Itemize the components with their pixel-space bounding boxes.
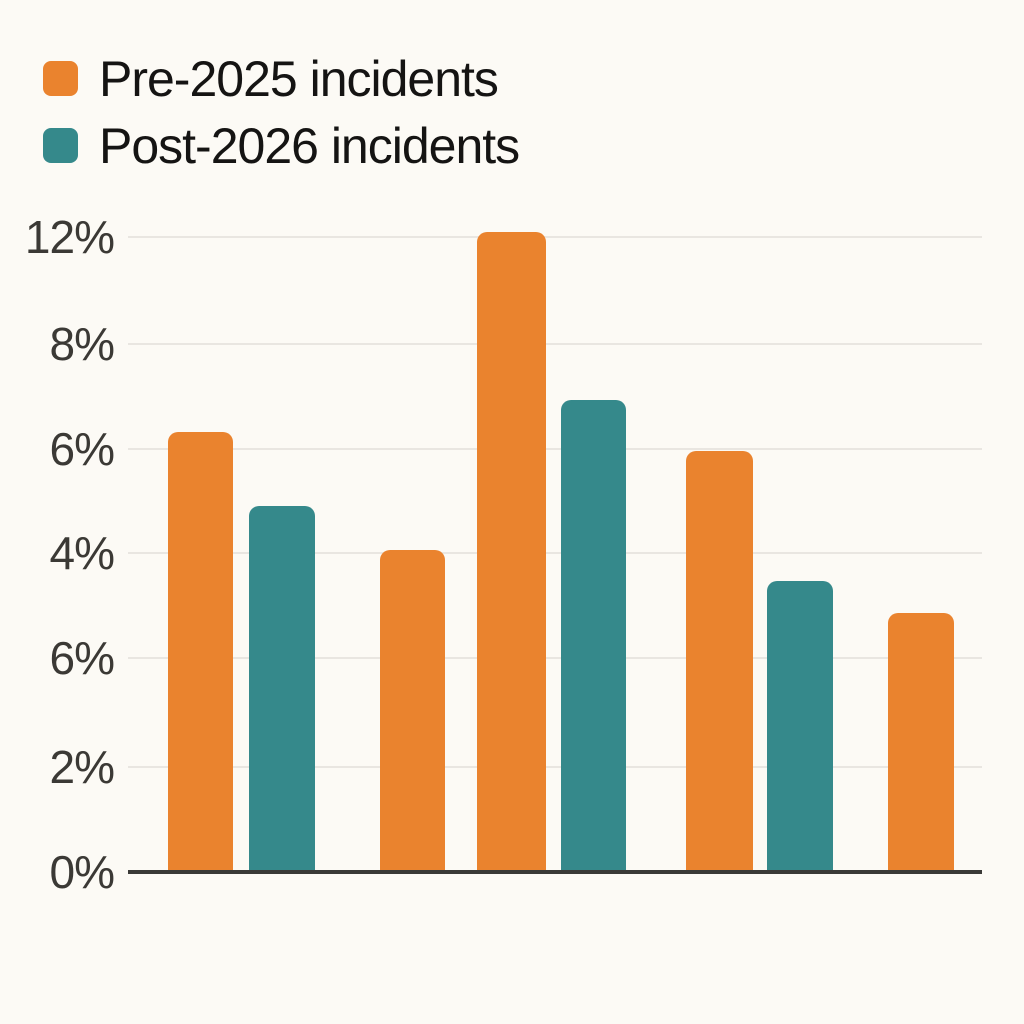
- legend-swatch-post-2026-icon: [43, 127, 78, 163]
- y-tick-label: 6%: [49, 423, 115, 475]
- y-tick-label: 8%: [49, 318, 115, 370]
- bar-pre-2025: [168, 432, 233, 872]
- bar-pre-2025: [380, 550, 445, 872]
- gridline: [128, 766, 982, 768]
- bar-pre-2025: [477, 232, 546, 872]
- bar-post-2026: [767, 581, 833, 872]
- gridline: [128, 552, 982, 554]
- bar-pre-2025: [686, 451, 753, 872]
- legend-swatch-pre-2025-icon: [43, 60, 78, 96]
- gridline: [128, 657, 982, 659]
- legend-label-post-2026: Post-2026 incidents: [99, 118, 520, 174]
- x-axis-line: [128, 870, 982, 874]
- gridline: [128, 448, 982, 450]
- gridline: [128, 236, 982, 238]
- y-tick-label: 6%: [49, 632, 115, 684]
- y-tick-label: 12%: [24, 211, 115, 263]
- y-tick-label: 0%: [49, 846, 115, 898]
- bar-post-2026: [561, 400, 626, 872]
- y-tick-label: 4%: [49, 527, 115, 579]
- legend-item-pre-2025: Pre-2025 incidents: [43, 51, 499, 107]
- legend-item-post-2026: Post-2026 incidents: [43, 118, 520, 174]
- legend-label-pre-2025: Pre-2025 incidents: [99, 51, 499, 107]
- y-tick-label: 2%: [49, 741, 115, 793]
- bar-post-2026: [249, 506, 315, 872]
- bar-pre-2025: [888, 613, 954, 872]
- gridline: [128, 343, 982, 345]
